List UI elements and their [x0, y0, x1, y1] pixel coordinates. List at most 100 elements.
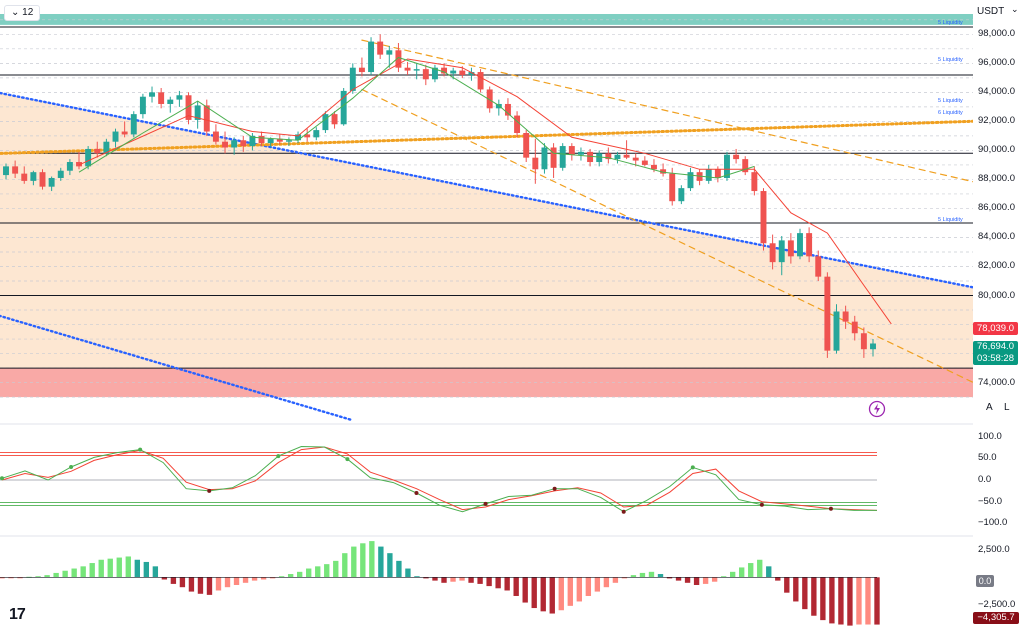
osc-cross-dot	[552, 486, 557, 491]
macd-bar	[206, 577, 213, 595]
macd-bar	[748, 563, 754, 578]
macd-bar	[287, 574, 294, 578]
macd-bar	[811, 577, 817, 616]
macd-bar	[702, 577, 709, 584]
candle-body	[322, 114, 329, 131]
price-tick-label: 92,000.0	[978, 115, 1015, 127]
candle-body	[760, 191, 767, 244]
macd-bar	[802, 577, 808, 610]
candle-body	[285, 140, 292, 142]
price-tick-label: 88,000.0	[978, 173, 1015, 185]
candle-body	[523, 132, 530, 158]
macd-bar	[729, 571, 736, 578]
candle-body	[550, 147, 557, 168]
macd-bar	[693, 577, 700, 585]
chevron-down-icon[interactable]: ⌄	[1011, 4, 1019, 14]
candle-body	[587, 151, 594, 163]
tradingview-logo[interactable]: 17	[9, 606, 26, 623]
candle-body	[167, 99, 174, 104]
macd-bar	[387, 553, 393, 578]
macd-bar	[585, 577, 592, 596]
candle-body	[532, 157, 539, 170]
macd-bar	[522, 577, 528, 603]
candle-body	[669, 173, 676, 202]
macd-bar	[143, 561, 150, 578]
candle-body	[103, 141, 110, 154]
candle-body	[149, 92, 155, 97]
macd-bar	[342, 553, 348, 578]
macd-bar	[486, 577, 492, 587]
candle-body	[787, 240, 794, 257]
macd-bar	[405, 568, 411, 578]
osc-cross-dot	[69, 464, 74, 469]
candle-body	[705, 169, 712, 181]
log-scale-button[interactable]: L	[1004, 402, 1010, 413]
macd-bar	[260, 577, 267, 580]
candle-body	[824, 276, 831, 351]
macd-bar	[504, 577, 510, 591]
candle-body	[249, 135, 256, 147]
ma-red-line	[78, 58, 892, 325]
macd-bar	[360, 543, 366, 578]
macd-bar	[720, 576, 727, 578]
osc-k-line	[1, 445, 877, 513]
macd-bar	[784, 577, 790, 593]
price-tick-label: 98,000.0	[978, 28, 1015, 40]
candle-body	[678, 188, 685, 202]
interval-badge[interactable]: ⌄ 12	[4, 5, 41, 21]
macd-bar	[17, 577, 23, 579]
candle-body	[386, 50, 393, 55]
macd-bar	[71, 568, 77, 578]
candle-body	[860, 333, 867, 350]
macd-bar	[684, 577, 691, 583]
osc-cross-dot	[690, 465, 695, 470]
macd-bar	[351, 546, 357, 578]
macd-bar	[468, 577, 474, 583]
macd-bar	[278, 576, 285, 578]
candle-body	[851, 321, 858, 334]
liquidity-label: 5 Liquidity	[938, 57, 963, 64]
candle-body	[413, 69, 420, 71]
candle-body	[276, 138, 283, 142]
candle-body	[349, 67, 356, 91]
macd-bar	[297, 571, 303, 578]
osc-cross-dot	[138, 447, 143, 452]
candle-body	[641, 160, 648, 165]
macd-bar	[657, 574, 664, 578]
candle-body	[687, 172, 694, 189]
macd-bar	[639, 572, 646, 578]
macd-bar	[757, 559, 763, 578]
candle-body	[495, 103, 502, 109]
candle-body	[714, 169, 721, 178]
candle-body	[231, 140, 238, 148]
candle-body	[203, 105, 210, 132]
currency-label[interactable]: USDT	[977, 6, 1005, 17]
macd-bar	[224, 577, 231, 588]
macd-tick-label: 2,500.0	[978, 543, 1010, 555]
candle-body	[614, 154, 621, 160]
macd-bar	[630, 575, 637, 578]
auto-scale-button[interactable]: A	[986, 402, 993, 413]
price-tick-label: 96,000.0	[978, 57, 1015, 69]
macd-bar	[35, 576, 41, 578]
macd-bar	[847, 577, 853, 626]
candle-body	[3, 166, 9, 176]
macd-bar	[540, 577, 546, 612]
macd-bar	[269, 577, 276, 579]
macd-bar	[432, 577, 438, 581]
candle-body	[240, 140, 247, 147]
candle-body	[769, 243, 776, 263]
candle-body	[21, 173, 28, 181]
macd-bar	[62, 570, 68, 578]
candle-body	[194, 105, 201, 120]
macd-bar	[450, 577, 456, 582]
macd-bar	[576, 577, 582, 602]
candle-body	[331, 114, 338, 125]
lightning-icon[interactable]	[868, 400, 886, 418]
candle-body	[76, 162, 82, 167]
price-axis[interactable]	[973, 0, 1024, 634]
candle-body	[623, 154, 630, 158]
candle-body	[815, 256, 822, 277]
